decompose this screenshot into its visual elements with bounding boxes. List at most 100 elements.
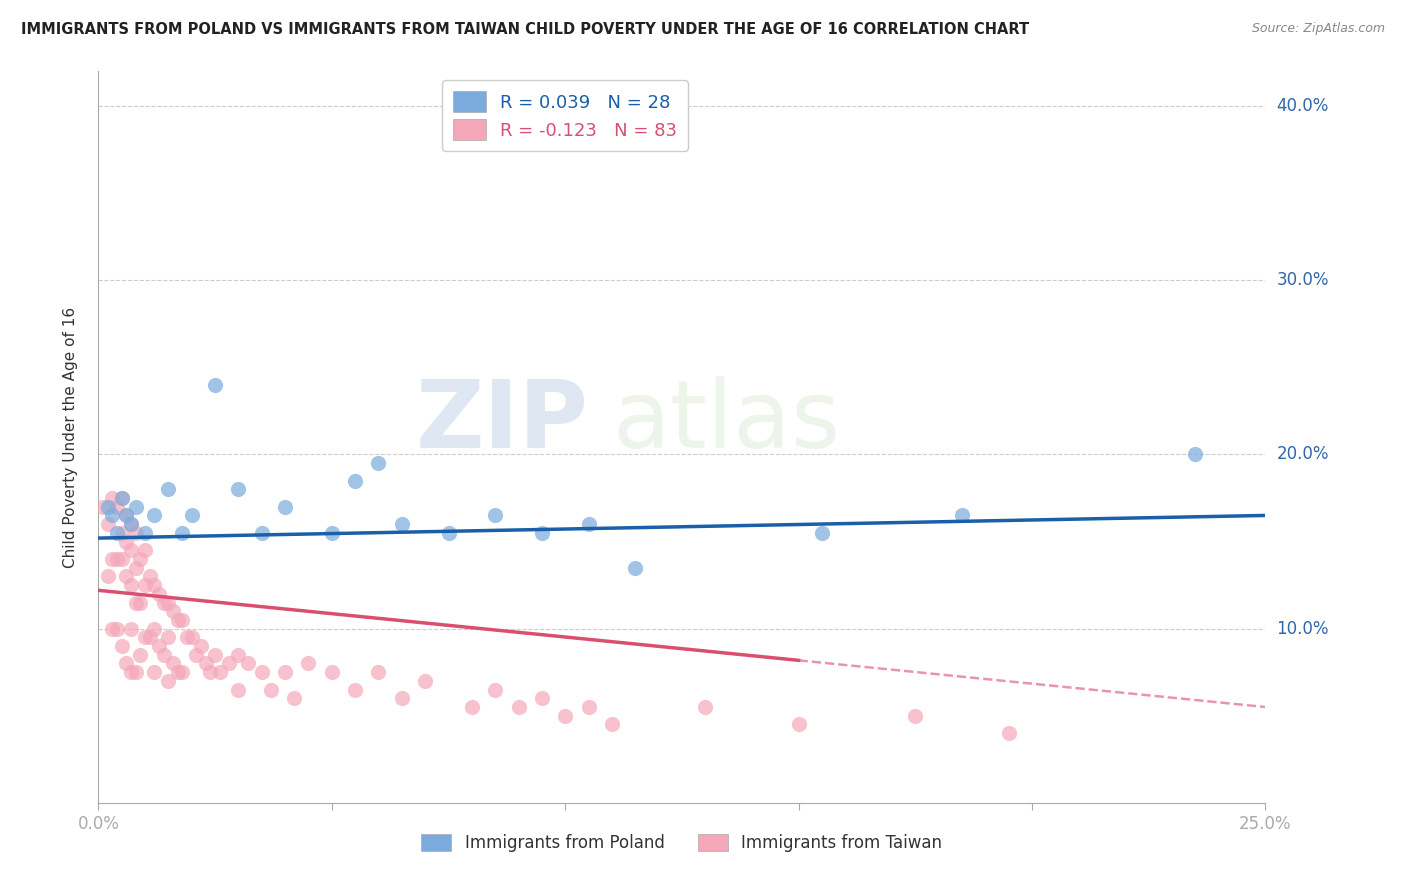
Text: atlas: atlas <box>612 376 841 468</box>
Point <box>105 552 128 566</box>
Point <box>125 500 148 514</box>
Point <box>129 595 152 609</box>
Point <box>134 578 156 592</box>
Point <box>157 483 180 497</box>
Point <box>111 525 134 540</box>
Point <box>208 665 231 680</box>
Point <box>162 604 184 618</box>
Point <box>186 648 208 662</box>
Point <box>228 648 250 662</box>
Point <box>97 569 120 583</box>
Point <box>115 508 138 523</box>
Point <box>600 717 623 731</box>
Point <box>134 543 156 558</box>
Point <box>152 648 174 662</box>
Point <box>101 622 124 636</box>
Point <box>624 560 647 574</box>
Point <box>530 691 553 706</box>
Y-axis label: Child Poverty Under the Age of 16: Child Poverty Under the Age of 16 <box>63 307 77 567</box>
Point <box>236 657 259 671</box>
Point <box>111 639 134 653</box>
Point <box>120 517 142 532</box>
Point <box>484 682 506 697</box>
Point <box>91 500 114 514</box>
Point <box>413 673 436 688</box>
Point <box>129 648 152 662</box>
Point <box>111 491 134 505</box>
Point <box>101 552 124 566</box>
Point <box>97 500 120 514</box>
Point <box>260 682 283 697</box>
Point <box>162 657 184 671</box>
Point <box>105 525 128 540</box>
Point <box>176 631 198 645</box>
Point <box>297 657 319 671</box>
Point <box>367 456 389 470</box>
Point <box>904 708 927 723</box>
Point <box>143 578 166 592</box>
Point <box>139 569 162 583</box>
Point <box>461 700 484 714</box>
Point <box>148 587 170 601</box>
Point <box>274 500 297 514</box>
Point <box>283 691 305 706</box>
Point <box>578 517 600 532</box>
Point <box>180 508 202 523</box>
Point <box>554 708 576 723</box>
Point <box>200 665 222 680</box>
Point <box>105 500 128 514</box>
Point <box>811 525 834 540</box>
Point <box>204 648 226 662</box>
Text: Source: ZipAtlas.com: Source: ZipAtlas.com <box>1251 22 1385 36</box>
Point <box>134 525 156 540</box>
Point <box>115 657 138 671</box>
Point <box>101 491 124 505</box>
Point <box>105 622 128 636</box>
Point <box>143 622 166 636</box>
Point <box>148 639 170 653</box>
Point <box>228 682 250 697</box>
Point <box>695 700 717 714</box>
Text: ZIP: ZIP <box>416 376 589 468</box>
Point <box>190 639 212 653</box>
Point <box>250 525 273 540</box>
Point <box>997 726 1019 740</box>
Point <box>530 525 553 540</box>
Point <box>578 700 600 714</box>
Point <box>218 657 240 671</box>
Point <box>950 508 973 523</box>
Point <box>484 508 506 523</box>
Point <box>391 517 413 532</box>
Text: IMMIGRANTS FROM POLAND VS IMMIGRANTS FROM TAIWAN CHILD POVERTY UNDER THE AGE OF : IMMIGRANTS FROM POLAND VS IMMIGRANTS FRO… <box>21 22 1029 37</box>
Point <box>120 517 142 532</box>
Point <box>172 665 194 680</box>
Point <box>367 665 389 680</box>
Point <box>143 665 166 680</box>
Point <box>139 631 162 645</box>
Point <box>787 717 810 731</box>
Point <box>101 508 124 523</box>
Point <box>274 665 297 680</box>
Text: 10.0%: 10.0% <box>1277 620 1329 638</box>
Point <box>508 700 530 714</box>
Point <box>194 657 217 671</box>
Point <box>172 525 194 540</box>
Text: 30.0%: 30.0% <box>1277 271 1329 289</box>
Point <box>111 552 134 566</box>
Point <box>166 613 188 627</box>
Point <box>157 595 180 609</box>
Point <box>125 525 148 540</box>
Text: 20.0%: 20.0% <box>1277 445 1329 464</box>
Point <box>143 508 166 523</box>
Point <box>125 595 148 609</box>
Point <box>166 665 188 680</box>
Point <box>125 665 148 680</box>
Point <box>391 691 413 706</box>
Point <box>115 569 138 583</box>
Point <box>134 631 156 645</box>
Point <box>120 665 142 680</box>
Point <box>321 525 343 540</box>
Point <box>228 483 250 497</box>
Point <box>344 682 367 697</box>
Point <box>120 543 142 558</box>
